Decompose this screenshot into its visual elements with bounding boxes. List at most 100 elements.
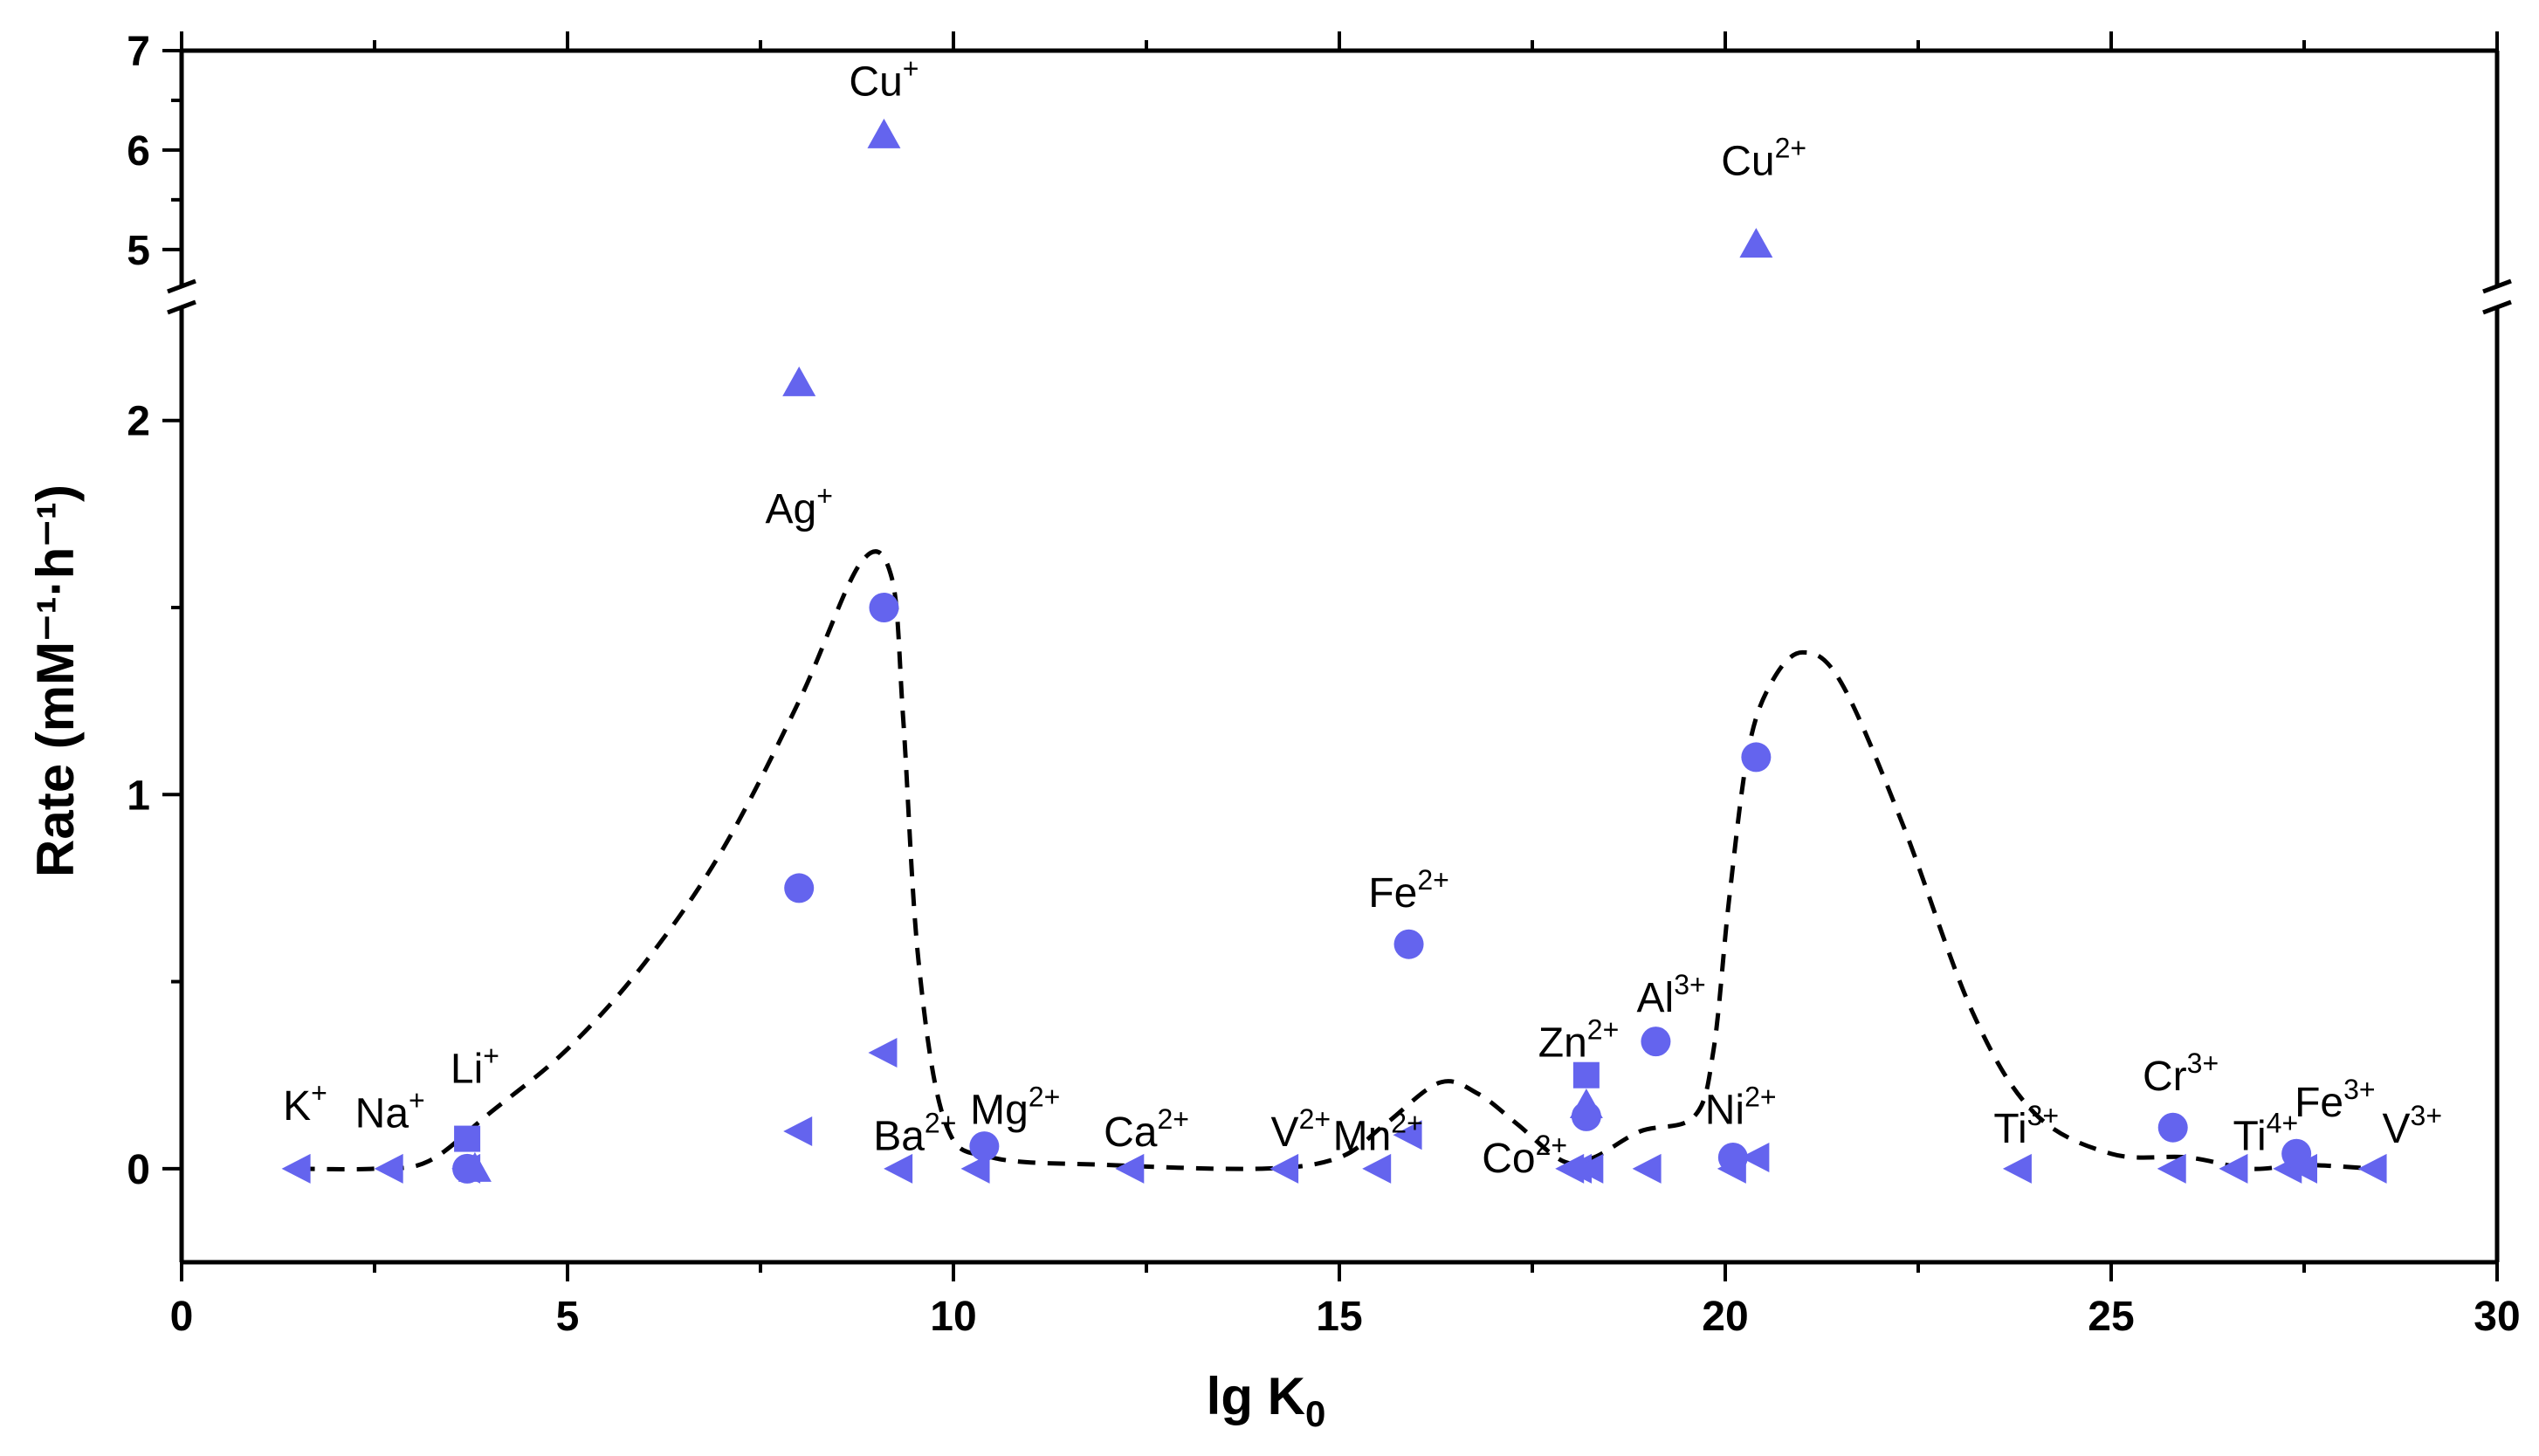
y-tick-label: 1 bbox=[127, 773, 150, 819]
ion-label: Ag+ bbox=[765, 480, 832, 532]
ion-label-element: Al bbox=[1637, 975, 1675, 1021]
triangle-left-marker bbox=[1115, 1153, 1145, 1184]
triangle-left-marker bbox=[868, 1038, 898, 1068]
triangle-left-marker bbox=[1740, 1143, 1770, 1172]
ion-label-element: Li bbox=[451, 1046, 483, 1092]
x-tick-label: 0 bbox=[170, 1294, 194, 1340]
ion-label-charge: 3+ bbox=[2187, 1047, 2219, 1079]
circle-marker bbox=[869, 593, 899, 622]
y-tick-label: 2 bbox=[127, 399, 150, 445]
circle-marker bbox=[969, 1131, 1000, 1162]
ion-label-charge: 4+ bbox=[2267, 1107, 2298, 1138]
ion-label: K+ bbox=[283, 1077, 327, 1130]
x-tick-label: 30 bbox=[2474, 1294, 2520, 1340]
y-tick-label: 7 bbox=[127, 29, 150, 75]
square-marker bbox=[454, 1125, 481, 1152]
y-axis-title: Rate (mM⁻¹·h⁻¹) bbox=[26, 484, 85, 877]
ion-label-element: Cu bbox=[849, 58, 902, 105]
triangle-left-marker bbox=[2002, 1153, 2032, 1184]
ion-label-element: Co bbox=[1482, 1136, 1535, 1182]
axis-break-left-upper bbox=[167, 278, 196, 294]
ion-label-element: K bbox=[283, 1083, 311, 1130]
ion-label-charge: 3+ bbox=[2411, 1100, 2442, 1131]
triangle-left-marker bbox=[960, 1153, 990, 1184]
ion-label: Mg2+ bbox=[970, 1081, 1060, 1133]
ion-label: Fe2+ bbox=[1368, 864, 1449, 917]
triangle-up-marker bbox=[458, 1151, 492, 1182]
ion-label-charge: 2+ bbox=[1157, 1103, 1188, 1135]
x-tick-label: 20 bbox=[1702, 1294, 1748, 1340]
ion-label: Li+ bbox=[451, 1040, 499, 1092]
circle-marker bbox=[2157, 1112, 2188, 1143]
x-axis-title-subscript: 0 bbox=[1305, 1393, 1325, 1434]
y-tick-label: 5 bbox=[127, 228, 150, 274]
triangle-left-marker bbox=[281, 1153, 311, 1184]
triangle-up-marker bbox=[782, 366, 816, 396]
data-points bbox=[281, 118, 2387, 1184]
x-tick-label: 10 bbox=[930, 1294, 976, 1340]
ion-label-element: V bbox=[1271, 1109, 1299, 1156]
triangle-left-marker bbox=[2219, 1153, 2248, 1184]
triangle-left-marker bbox=[884, 1153, 913, 1184]
ion-label-charge: 3+ bbox=[1674, 969, 1705, 1000]
ion-label-charge: + bbox=[816, 480, 833, 512]
triangle-left-marker bbox=[2288, 1153, 2317, 1184]
triangle-up-marker bbox=[867, 118, 901, 148]
ion-label: Zn2+ bbox=[1538, 1013, 1620, 1066]
triangle-left-marker bbox=[374, 1153, 403, 1184]
ion-label-charge: 2+ bbox=[1417, 864, 1448, 896]
ion-label-element: Ag bbox=[765, 486, 816, 532]
ion-label: Ni2+ bbox=[1705, 1081, 1777, 1133]
circle-marker bbox=[1641, 1027, 1671, 1057]
ion-label-charge: 2+ bbox=[1299, 1103, 1331, 1135]
ion-label-charge: 3+ bbox=[2343, 1074, 2375, 1105]
ion-label-charge: + bbox=[311, 1077, 327, 1109]
x-tick-label: 5 bbox=[556, 1294, 580, 1340]
square-marker bbox=[1572, 1061, 1600, 1089]
trend-layer bbox=[297, 549, 2374, 1171]
triangle-left-marker bbox=[1632, 1153, 1662, 1184]
triangle-left-marker bbox=[1574, 1153, 1604, 1184]
ion-label: Co2+ bbox=[1482, 1130, 1567, 1182]
axis-break-right-lower bbox=[2482, 299, 2512, 315]
ion-label: V3+ bbox=[2383, 1100, 2443, 1152]
ion-label-element: Fe bbox=[1368, 870, 1417, 917]
triangle-up-marker bbox=[1569, 1089, 1603, 1118]
ion-label: Ba2+ bbox=[873, 1107, 956, 1159]
ion-label-charge: + bbox=[903, 52, 919, 84]
ion-label-charge: 2+ bbox=[1744, 1081, 1776, 1112]
ion-label-element: Ti bbox=[2233, 1113, 2266, 1159]
ion-label: Al3+ bbox=[1637, 969, 1706, 1021]
circle-marker bbox=[784, 873, 815, 903]
ion-label-charge: 2+ bbox=[1391, 1107, 1422, 1138]
ion-label: Cu+ bbox=[849, 52, 919, 105]
ion-label: Na+ bbox=[355, 1085, 425, 1137]
ion-label-element: Ni bbox=[1705, 1087, 1744, 1133]
ion-label-element: V bbox=[2383, 1106, 2411, 1152]
circle-marker bbox=[1717, 1143, 1748, 1172]
circle-marker bbox=[1741, 742, 1772, 773]
ion-labels: K+ Na+Li+Ag+Cu+Ba2+ Mg2+Ca2+ V2+ Mn2+Fe2+Zn2… bbox=[283, 52, 2442, 1182]
x-tick-label: 15 bbox=[1316, 1294, 1362, 1340]
triangle-left-marker bbox=[783, 1116, 813, 1146]
ion-label: Cu2+ bbox=[1721, 132, 1806, 184]
y-tick-label: 6 bbox=[127, 128, 150, 175]
triangle-left-marker bbox=[1270, 1153, 1299, 1184]
ion-label-element: Ca bbox=[1104, 1109, 1158, 1156]
ion-label: Mn2+ bbox=[1333, 1107, 1423, 1159]
ion-label-element: Ti bbox=[1993, 1106, 2026, 1152]
ion-label: Ca2+ bbox=[1104, 1103, 1189, 1156]
triangle-left-marker bbox=[2157, 1153, 2186, 1184]
ion-label-element: Na bbox=[355, 1091, 409, 1137]
ion-label-charge: 2+ bbox=[1587, 1013, 1619, 1045]
ion-label-charge: + bbox=[409, 1085, 425, 1116]
y-tick-label: 0 bbox=[127, 1147, 150, 1193]
ion-label-charge: 2+ bbox=[1029, 1081, 1060, 1112]
triangle-left-marker bbox=[1362, 1153, 1392, 1184]
circle-marker bbox=[2281, 1138, 2312, 1169]
ion-label-charge: 2+ bbox=[1775, 132, 1806, 163]
ion-label-charge: 2+ bbox=[1536, 1130, 1567, 1161]
ion-label: Fe3+ bbox=[2295, 1074, 2376, 1126]
ion-label-charge: + bbox=[483, 1040, 499, 1071]
triangle-up-marker bbox=[1739, 228, 1773, 258]
